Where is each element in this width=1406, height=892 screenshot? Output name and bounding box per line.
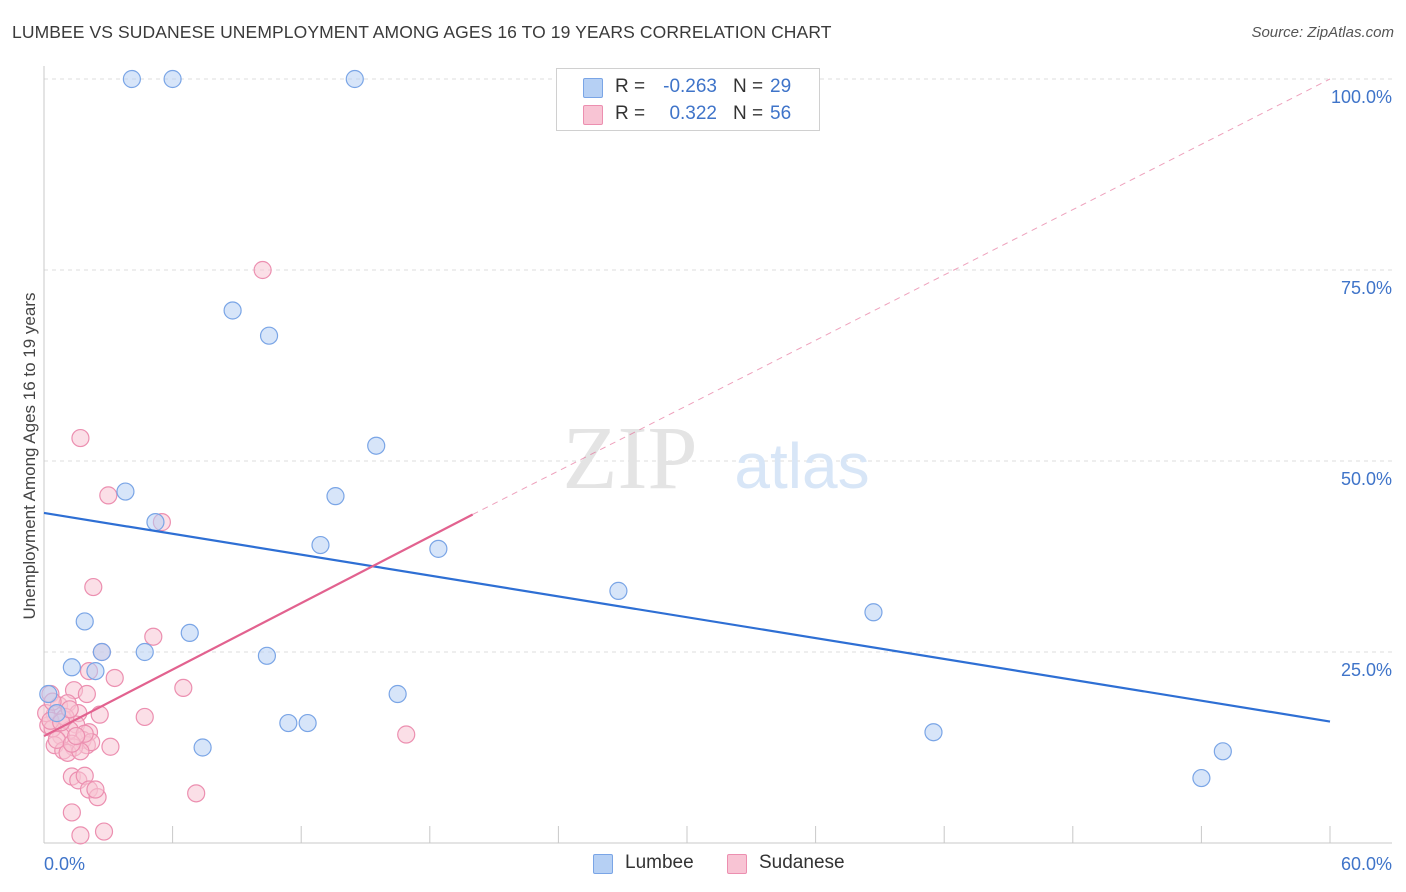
sudanese-point	[94, 822, 114, 841]
sudanese-point	[187, 784, 206, 803]
x-tick-label: 0.0%	[44, 854, 85, 874]
lumbee-point	[62, 658, 81, 677]
legend-n-value: 29	[770, 76, 792, 97]
x-tick-label: 60.0%	[1341, 854, 1392, 874]
y-axis-title: Unemployment Among Ages 16 to 19 years	[20, 293, 39, 620]
lumbee-point	[279, 713, 298, 733]
lumbee-point	[163, 69, 182, 89]
x-tick-labels: 0.0% 60.0%	[44, 854, 1392, 874]
sudanese-point	[397, 725, 416, 744]
sudanese-point	[99, 486, 118, 505]
sudanese-trend-line	[43, 513, 474, 738]
y-tick-label: 75.0%	[1341, 278, 1392, 298]
lumbee-label: Lumbee	[625, 852, 694, 873]
lumbee-point	[116, 482, 135, 501]
lumbee-point	[429, 539, 448, 558]
points-layer	[37, 69, 1232, 845]
lumbee-point	[257, 646, 277, 665]
lumbee-point	[345, 69, 364, 89]
sudanese-point	[90, 705, 109, 724]
sudanese-label: Sudanese	[759, 852, 845, 873]
sudanese-point	[174, 678, 193, 698]
lumbee-point	[367, 436, 386, 455]
lumbee-point	[86, 661, 105, 681]
lumbee-point	[75, 612, 94, 631]
lumbee-point	[39, 684, 58, 704]
gridlines	[44, 78, 1392, 653]
lumbee-point	[864, 603, 883, 622]
sudanese-point	[84, 577, 103, 597]
sudanese-swatch	[727, 854, 747, 874]
legend-r-label: R =	[615, 76, 646, 97]
sudanese-trend-extension	[472, 78, 1331, 515]
sudanese-point	[253, 260, 272, 280]
y-tick-labels: 25.0% 50.0% 75.0% 100.0%	[1331, 87, 1392, 680]
lumbee-point	[92, 642, 111, 662]
axes	[43, 66, 1392, 844]
lumbee-point	[193, 738, 212, 757]
lumbee-point	[298, 713, 317, 733]
sudanese-point	[77, 684, 96, 704]
lumbee-point	[1213, 742, 1232, 761]
lumbee-point	[180, 623, 199, 643]
sudanese-point	[101, 737, 120, 756]
lumbee-point	[135, 642, 154, 662]
y-tick-label: 25.0%	[1341, 660, 1392, 680]
sudanese-point	[62, 803, 81, 822]
lumbee-point	[146, 513, 165, 532]
sudanese-point	[86, 780, 105, 799]
legend-n-value: 56	[770, 103, 792, 124]
legend-r-value: 0.322	[669, 103, 717, 124]
sudanese-point	[47, 730, 66, 749]
source-credit: Source: ZipAtlas.com	[1251, 24, 1394, 41]
chart-title: LUMBEE VS SUDANESE UNEMPLOYMENT AMONG AG…	[12, 22, 832, 42]
sudanese-point	[144, 627, 163, 646]
legend-r-label: R =	[615, 103, 646, 124]
sudanese-swatch	[583, 105, 603, 125]
lumbee-point	[223, 301, 242, 320]
lumbee-point	[311, 535, 330, 555]
trend-lines	[43, 78, 1331, 738]
lumbee-point	[122, 69, 141, 89]
y-tick-label: 100.0%	[1331, 87, 1392, 107]
lumbee-point	[609, 581, 628, 600]
lumbee-swatch	[593, 854, 613, 874]
lumbee-point	[326, 487, 345, 506]
lumbee-point	[924, 723, 943, 742]
lumbee-trend-line	[43, 511, 1331, 723]
watermark-zip: ZIP	[563, 409, 698, 508]
legend-row-sudanese: R = 0.322 N = 56	[557, 101, 819, 127]
lumbee-point	[1192, 768, 1211, 788]
legend-row-lumbee: R = -0.263 N = 29	[557, 74, 819, 100]
legend-n-label: N =	[733, 76, 764, 97]
sudanese-point	[67, 726, 86, 746]
lumbee-point	[47, 704, 66, 723]
sudanese-point	[105, 668, 124, 688]
sudanese-point	[135, 707, 154, 727]
y-tick-label: 50.0%	[1341, 469, 1392, 489]
sudanese-point	[71, 428, 90, 448]
lumbee-point	[259, 326, 279, 345]
legend-r-value: -0.263	[663, 76, 717, 97]
watermark-atlas: atlas	[734, 430, 869, 502]
legend-n-label: N =	[733, 103, 764, 124]
lumbee-point	[388, 684, 407, 704]
sudanese-point	[71, 826, 90, 845]
watermark: ZIP atlas	[563, 409, 870, 508]
lumbee-swatch	[583, 78, 603, 98]
correlation-legend: R = -0.263 N = 29 R = 0.322 N = 56	[556, 68, 820, 131]
